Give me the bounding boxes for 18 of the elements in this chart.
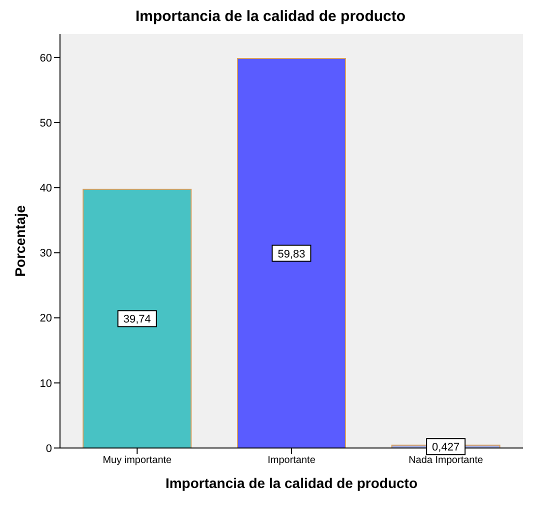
- data-label: 39,74: [123, 314, 151, 326]
- x-axis-title: Importancia de la calidad de producto: [165, 475, 418, 491]
- bar: [82, 188, 192, 448]
- y-tick-label: 40: [40, 182, 52, 195]
- y-tick-label: 30: [40, 248, 52, 260]
- y-tick-label: 60: [40, 52, 52, 64]
- y-tick-label: 50: [40, 117, 52, 130]
- x-tick-label: Importante: [268, 455, 316, 466]
- y-tick-label: 0: [46, 442, 52, 455]
- y-tick-label: 10: [40, 378, 52, 390]
- x-tick-label: Nada Importante: [408, 455, 484, 466]
- bar: [236, 58, 346, 448]
- data-label: 0,427: [432, 442, 460, 454]
- y-axis-title: Porcentaje: [12, 204, 28, 277]
- y-tick-label: 20: [40, 312, 52, 325]
- x-tick-label: Muy importante: [102, 455, 172, 466]
- data-label: 59,83: [278, 248, 306, 260]
- chart-title: Importancia de la calidad de producto: [134, 8, 407, 27]
